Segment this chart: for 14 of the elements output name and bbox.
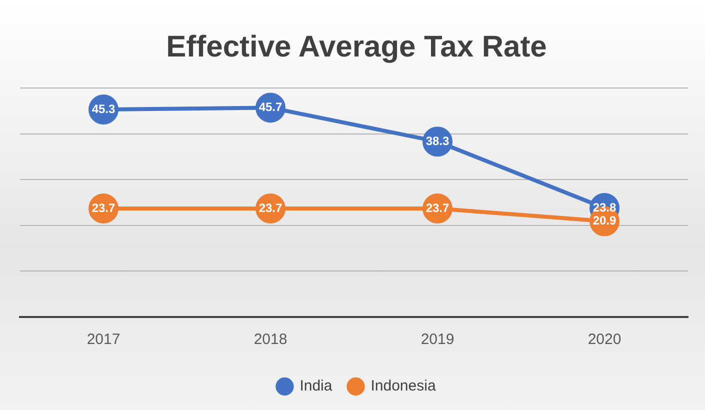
data-label: 23.7	[426, 200, 450, 215]
legend-label: India	[300, 378, 333, 395]
x-tick-label: 2020	[588, 331, 622, 348]
data-label: 23.7	[92, 200, 116, 215]
x-tick-label: 2017	[86, 331, 120, 348]
data-label: 45.7	[258, 100, 282, 114]
chart-title: Effective Average Tax Rate	[166, 30, 547, 64]
legend-label: Indonesia	[370, 378, 436, 395]
data-label: 45.3	[92, 102, 116, 116]
data-label: 23.7	[258, 200, 282, 215]
x-tick-label: 2019	[420, 331, 454, 348]
data-label: 20.9	[592, 214, 616, 228]
data-label: 38.3	[426, 134, 450, 148]
x-tick-label: 2018	[254, 331, 288, 348]
